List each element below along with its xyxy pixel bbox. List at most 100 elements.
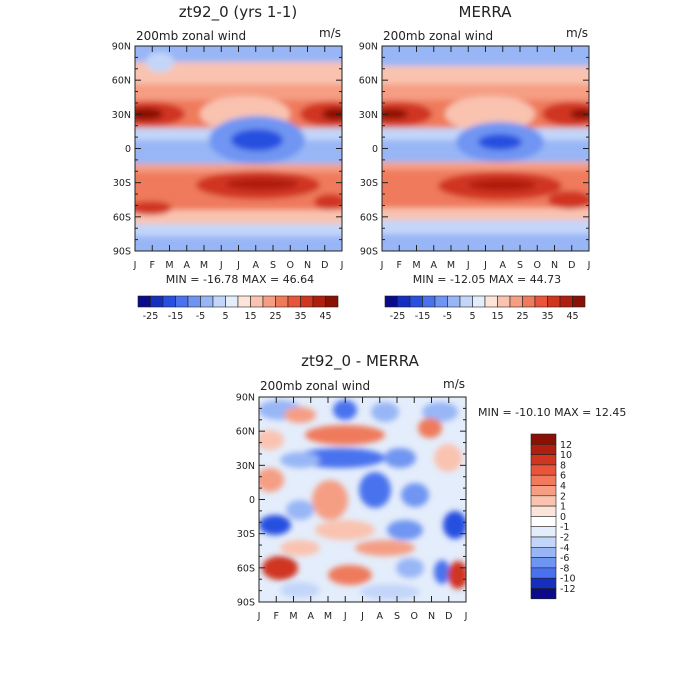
colorbar-swatch [530, 474, 557, 486]
jet-nh-right-core [570, 109, 589, 119]
y-tick-label: 0 [372, 144, 378, 155]
panel-merra-title: MERRA [459, 3, 513, 21]
x-tick-label: M [200, 260, 208, 271]
colorbar-label: 1 [560, 502, 566, 513]
panel-model-title: zt92_0 (yrs 1-1) [179, 3, 297, 22]
panel-diff-left-label: 200mb zonal wind [260, 379, 370, 393]
colorbar-swatch [262, 295, 276, 308]
panel-merra-stats: MIN = -12.05 MAX = 44.73 [413, 273, 561, 286]
panel-model-plot [135, 46, 342, 251]
colorbar-swatch [137, 295, 151, 308]
colorbar-swatch [237, 295, 251, 308]
colorbar-swatch [572, 295, 586, 308]
panel-diff-stats: MIN = -10.10 MAX = 12.45 [478, 406, 626, 419]
colorbar-swatch [530, 557, 557, 569]
colorbar-swatch [275, 295, 289, 308]
colorbar-label: -12 [560, 584, 576, 595]
x-tick-label: F [274, 611, 279, 622]
y-tick-label: 0 [125, 144, 131, 155]
colorbar-swatch [530, 577, 557, 589]
y-tick-label: 0 [249, 495, 255, 506]
y-tick-label: 90N [236, 393, 255, 404]
diff-blob [360, 584, 420, 600]
colorbar-label: 35 [294, 311, 306, 322]
jet-nh-left-core [135, 108, 163, 120]
y-tick-label: 90S [237, 598, 255, 609]
colorbar-swatch [530, 546, 557, 558]
colorbar-swatch [530, 443, 557, 455]
colorbar-label: -15 [168, 311, 184, 322]
colorbar-swatch [472, 295, 486, 308]
panel-model-colorbar: -25 -15 -5 5 15 25 35 45 [137, 295, 339, 322]
diff-blob [434, 444, 462, 472]
x-tick-label: O [287, 260, 294, 271]
colorbar-swatch [447, 295, 461, 308]
x-tick-label: J [257, 611, 261, 622]
colorbar-swatch [175, 295, 189, 308]
colorbar-swatch [384, 295, 398, 308]
panel-diff-yticks: 90N 60N 30N 0 30S 60S 90S [236, 393, 466, 609]
colorbar-label: 45 [566, 311, 578, 322]
diff-blob [355, 540, 415, 556]
y-tick-label: 90S [360, 247, 378, 258]
colorbar-swatch [530, 567, 557, 579]
jet-nh-right [300, 102, 342, 126]
x-tick-label: A [431, 260, 438, 271]
colorbar-swatch [530, 454, 557, 466]
x-tick-label: J [219, 260, 223, 271]
panel-model-left-label: 200mb zonal wind [136, 29, 246, 43]
y-tick-label: 30N [359, 110, 378, 121]
x-tick-label: S [394, 611, 400, 622]
jet-sh-right [548, 191, 589, 209]
x-tick-label: M [165, 260, 173, 271]
colorbar-label: -6 [560, 553, 569, 564]
y-tick-label: 90S [113, 247, 131, 258]
x-tick-label: O [534, 260, 541, 271]
colorbar-label: -5 [196, 311, 205, 322]
diff-blob [448, 561, 466, 589]
diff-blob [280, 452, 320, 468]
x-tick-label: J [587, 260, 591, 271]
band-70s [382, 220, 589, 234]
diff-blob [305, 425, 385, 445]
colorbar-label: 15 [491, 311, 503, 322]
colorbar-swatch [250, 295, 264, 308]
colorbar-label: -1 [560, 522, 569, 533]
x-tick-label: D [321, 260, 328, 271]
x-tick-label: A [253, 260, 260, 271]
y-tick-label: 60N [112, 76, 131, 87]
x-tick-label: D [568, 260, 575, 271]
panel-merra-yticks: 90N 60N 30N 0 30S 60S 90S [359, 42, 589, 258]
colorbar-swatch [547, 295, 561, 308]
diff-blob [434, 560, 450, 584]
colorbar-label: 2 [560, 491, 566, 502]
panel-merra-left-label: 200mb zonal wind [383, 29, 493, 43]
diff-blob [371, 402, 399, 422]
colorbar-swatch [212, 295, 226, 308]
diff-blob [443, 511, 466, 539]
diff-blob [280, 582, 320, 598]
band-40n [382, 84, 589, 100]
colorbar-label: -8 [560, 563, 569, 574]
band-50s [382, 208, 589, 222]
colorbar-swatch [459, 295, 473, 308]
band-50s [135, 210, 342, 226]
diff-blob [384, 448, 416, 468]
colorbar-swatch [530, 464, 557, 476]
diff-blob [315, 520, 375, 540]
y-tick-label: 30S [360, 178, 378, 189]
x-tick-label: O [411, 611, 418, 622]
x-tick-label: D [445, 611, 452, 622]
colorbar-label: -15 [415, 311, 431, 322]
band-15s [135, 164, 342, 174]
colorbar-label: 8 [560, 460, 566, 471]
panel-merra: MERRA 200mb zonal wind m/s [359, 3, 591, 322]
x-tick-label: A [377, 611, 384, 622]
panel-diff-title: zt92_0 - MERRA [301, 352, 419, 371]
diff-blob [418, 418, 442, 438]
y-tick-label: 60N [236, 427, 255, 438]
x-tick-label: N [551, 260, 558, 271]
